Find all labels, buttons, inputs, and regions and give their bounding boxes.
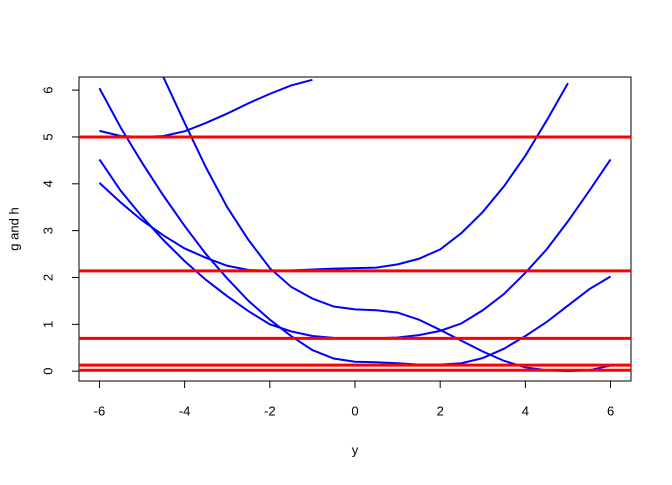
y-tick-label: 6: [40, 86, 55, 93]
x-tick-label: 2: [437, 403, 444, 418]
x-tick-label: -4: [179, 403, 191, 418]
x-axis-label: y: [352, 442, 359, 457]
y-tick-label: 3: [40, 227, 55, 234]
curve: [98, 82, 569, 272]
y-tick-label: 5: [40, 133, 55, 140]
curve: [162, 77, 611, 373]
x-tick-label: 0: [351, 403, 358, 418]
y-tick-label: 1: [40, 321, 55, 328]
plot-area: [79, 77, 631, 373]
curve: [98, 158, 612, 340]
curve: [98, 87, 612, 366]
y-tick-label: 4: [40, 180, 55, 187]
x-tick-label: 6: [607, 403, 614, 418]
curve: [99, 78, 313, 138]
y-tick-label: 0: [40, 368, 55, 375]
x-tick-label: 4: [522, 403, 529, 418]
y-axis-label: g and h: [6, 207, 21, 250]
y-tick-label: 2: [40, 274, 55, 281]
plot-frame: [78, 76, 632, 382]
x-tick-label: -2: [264, 403, 276, 418]
x-tick-label: -6: [94, 403, 106, 418]
